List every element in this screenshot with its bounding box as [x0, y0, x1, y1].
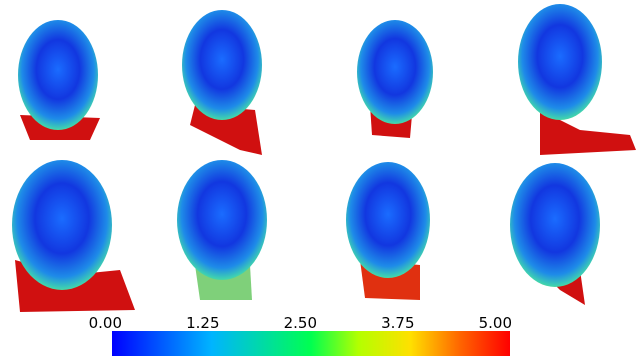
face [346, 162, 430, 278]
neck-error [190, 105, 262, 155]
face [177, 160, 267, 280]
colorbar-tick-label: 2.50 [284, 314, 317, 332]
colorbar-tick-label: 0.00 [89, 314, 122, 332]
face [18, 20, 98, 130]
face [518, 4, 602, 120]
face [12, 160, 112, 290]
colorbar [112, 331, 510, 356]
neck-error [540, 110, 636, 155]
colorbar-tick-label: 1.25 [186, 314, 219, 332]
face [510, 163, 600, 287]
colorbar-tick-label: 5.00 [479, 314, 512, 332]
colorbar-tick-label: 3.75 [381, 314, 414, 332]
faces [12, 4, 636, 312]
face [182, 10, 262, 120]
colorbar-ticks: 0.00 1.25 2.50 3.75 5.00 [89, 314, 512, 332]
face [357, 20, 433, 124]
